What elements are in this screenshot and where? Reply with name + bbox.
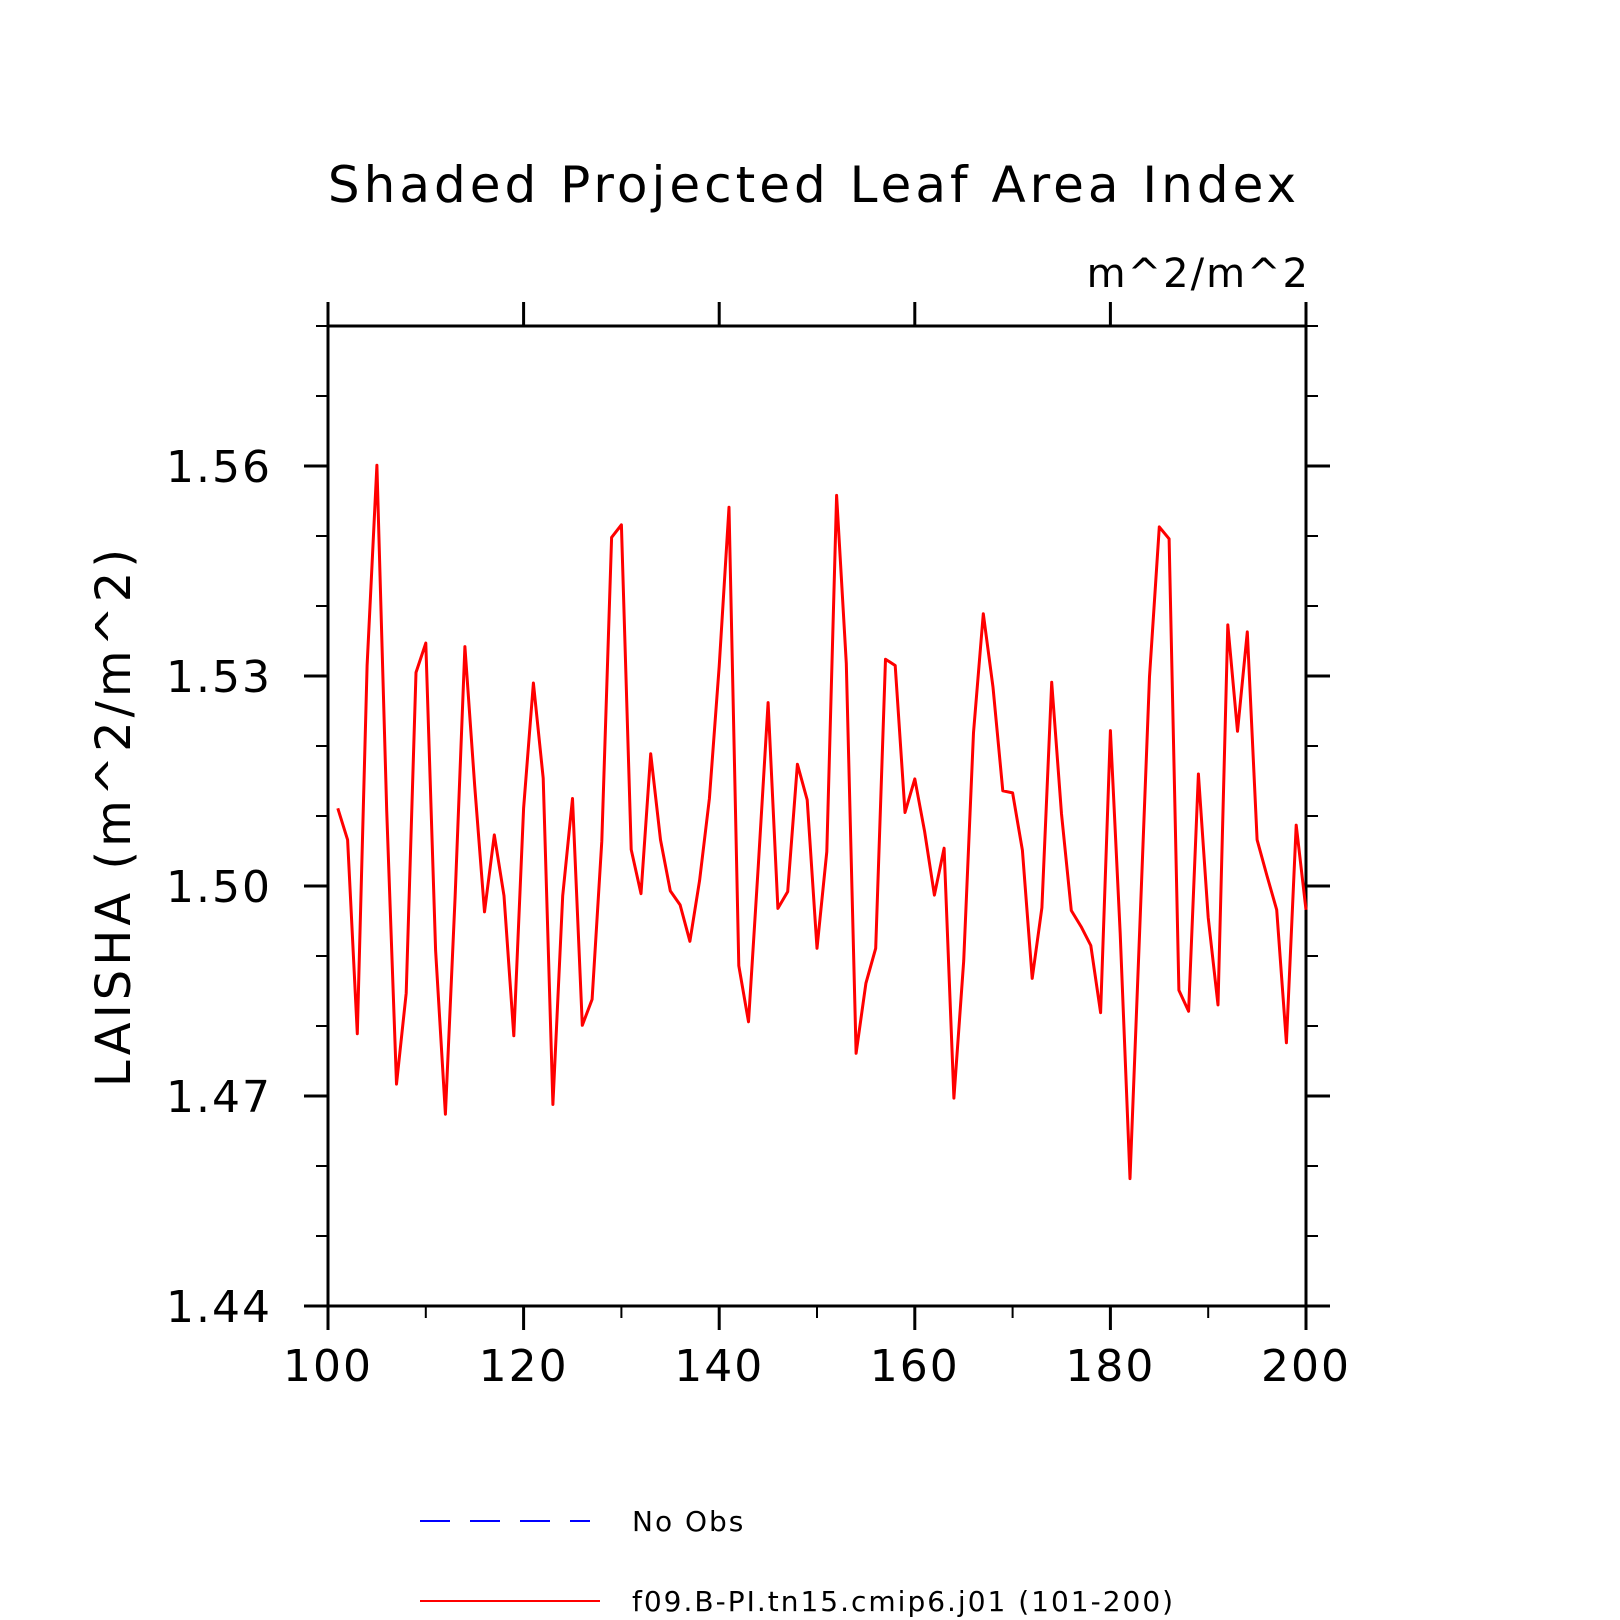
plot-frame — [326, 324, 1308, 1308]
x-tick-label: 200 — [1261, 1341, 1351, 1392]
x-tick-label: 160 — [870, 1341, 960, 1392]
x-tick-label: 120 — [479, 1341, 569, 1392]
axis-ticks — [304, 302, 1330, 1330]
x-tick-label: 140 — [674, 1341, 764, 1392]
y-tick-label: 1.47 — [166, 1072, 272, 1123]
units-label: m^2/m^2 — [1087, 251, 1310, 297]
series-lines — [336, 463, 1308, 1181]
x-tick-label: 180 — [1065, 1341, 1155, 1392]
y-tick-label: 1.53 — [166, 652, 272, 703]
y-tick-label: 1.56 — [166, 442, 272, 493]
chart-title: Shaded Projected Leaf Area Index — [328, 156, 1300, 214]
y-tick-label: 1.50 — [166, 862, 272, 913]
legend-label-model: f09.B-PI.tn15.cmip6.j01 (101-200) — [632, 1585, 1175, 1618]
axis-tick-labels: 100 120 140 160 180 200 1.44 1.47 1.50 1.53 1.56 — [166, 442, 1351, 1392]
series-line-0 — [336, 463, 1308, 1181]
y-tick-label: 1.44 — [166, 1282, 272, 1333]
x-tick-label: 100 — [283, 1341, 373, 1392]
legend: No Obs f09.B-PI.tn15.cmip6.j01 (101-200) — [420, 1505, 1175, 1618]
y-axis-label: LAISHA (m^2/m^2) — [86, 545, 142, 1087]
legend-label-no-obs: No Obs — [632, 1505, 745, 1538]
axes — [326, 324, 1308, 1308]
